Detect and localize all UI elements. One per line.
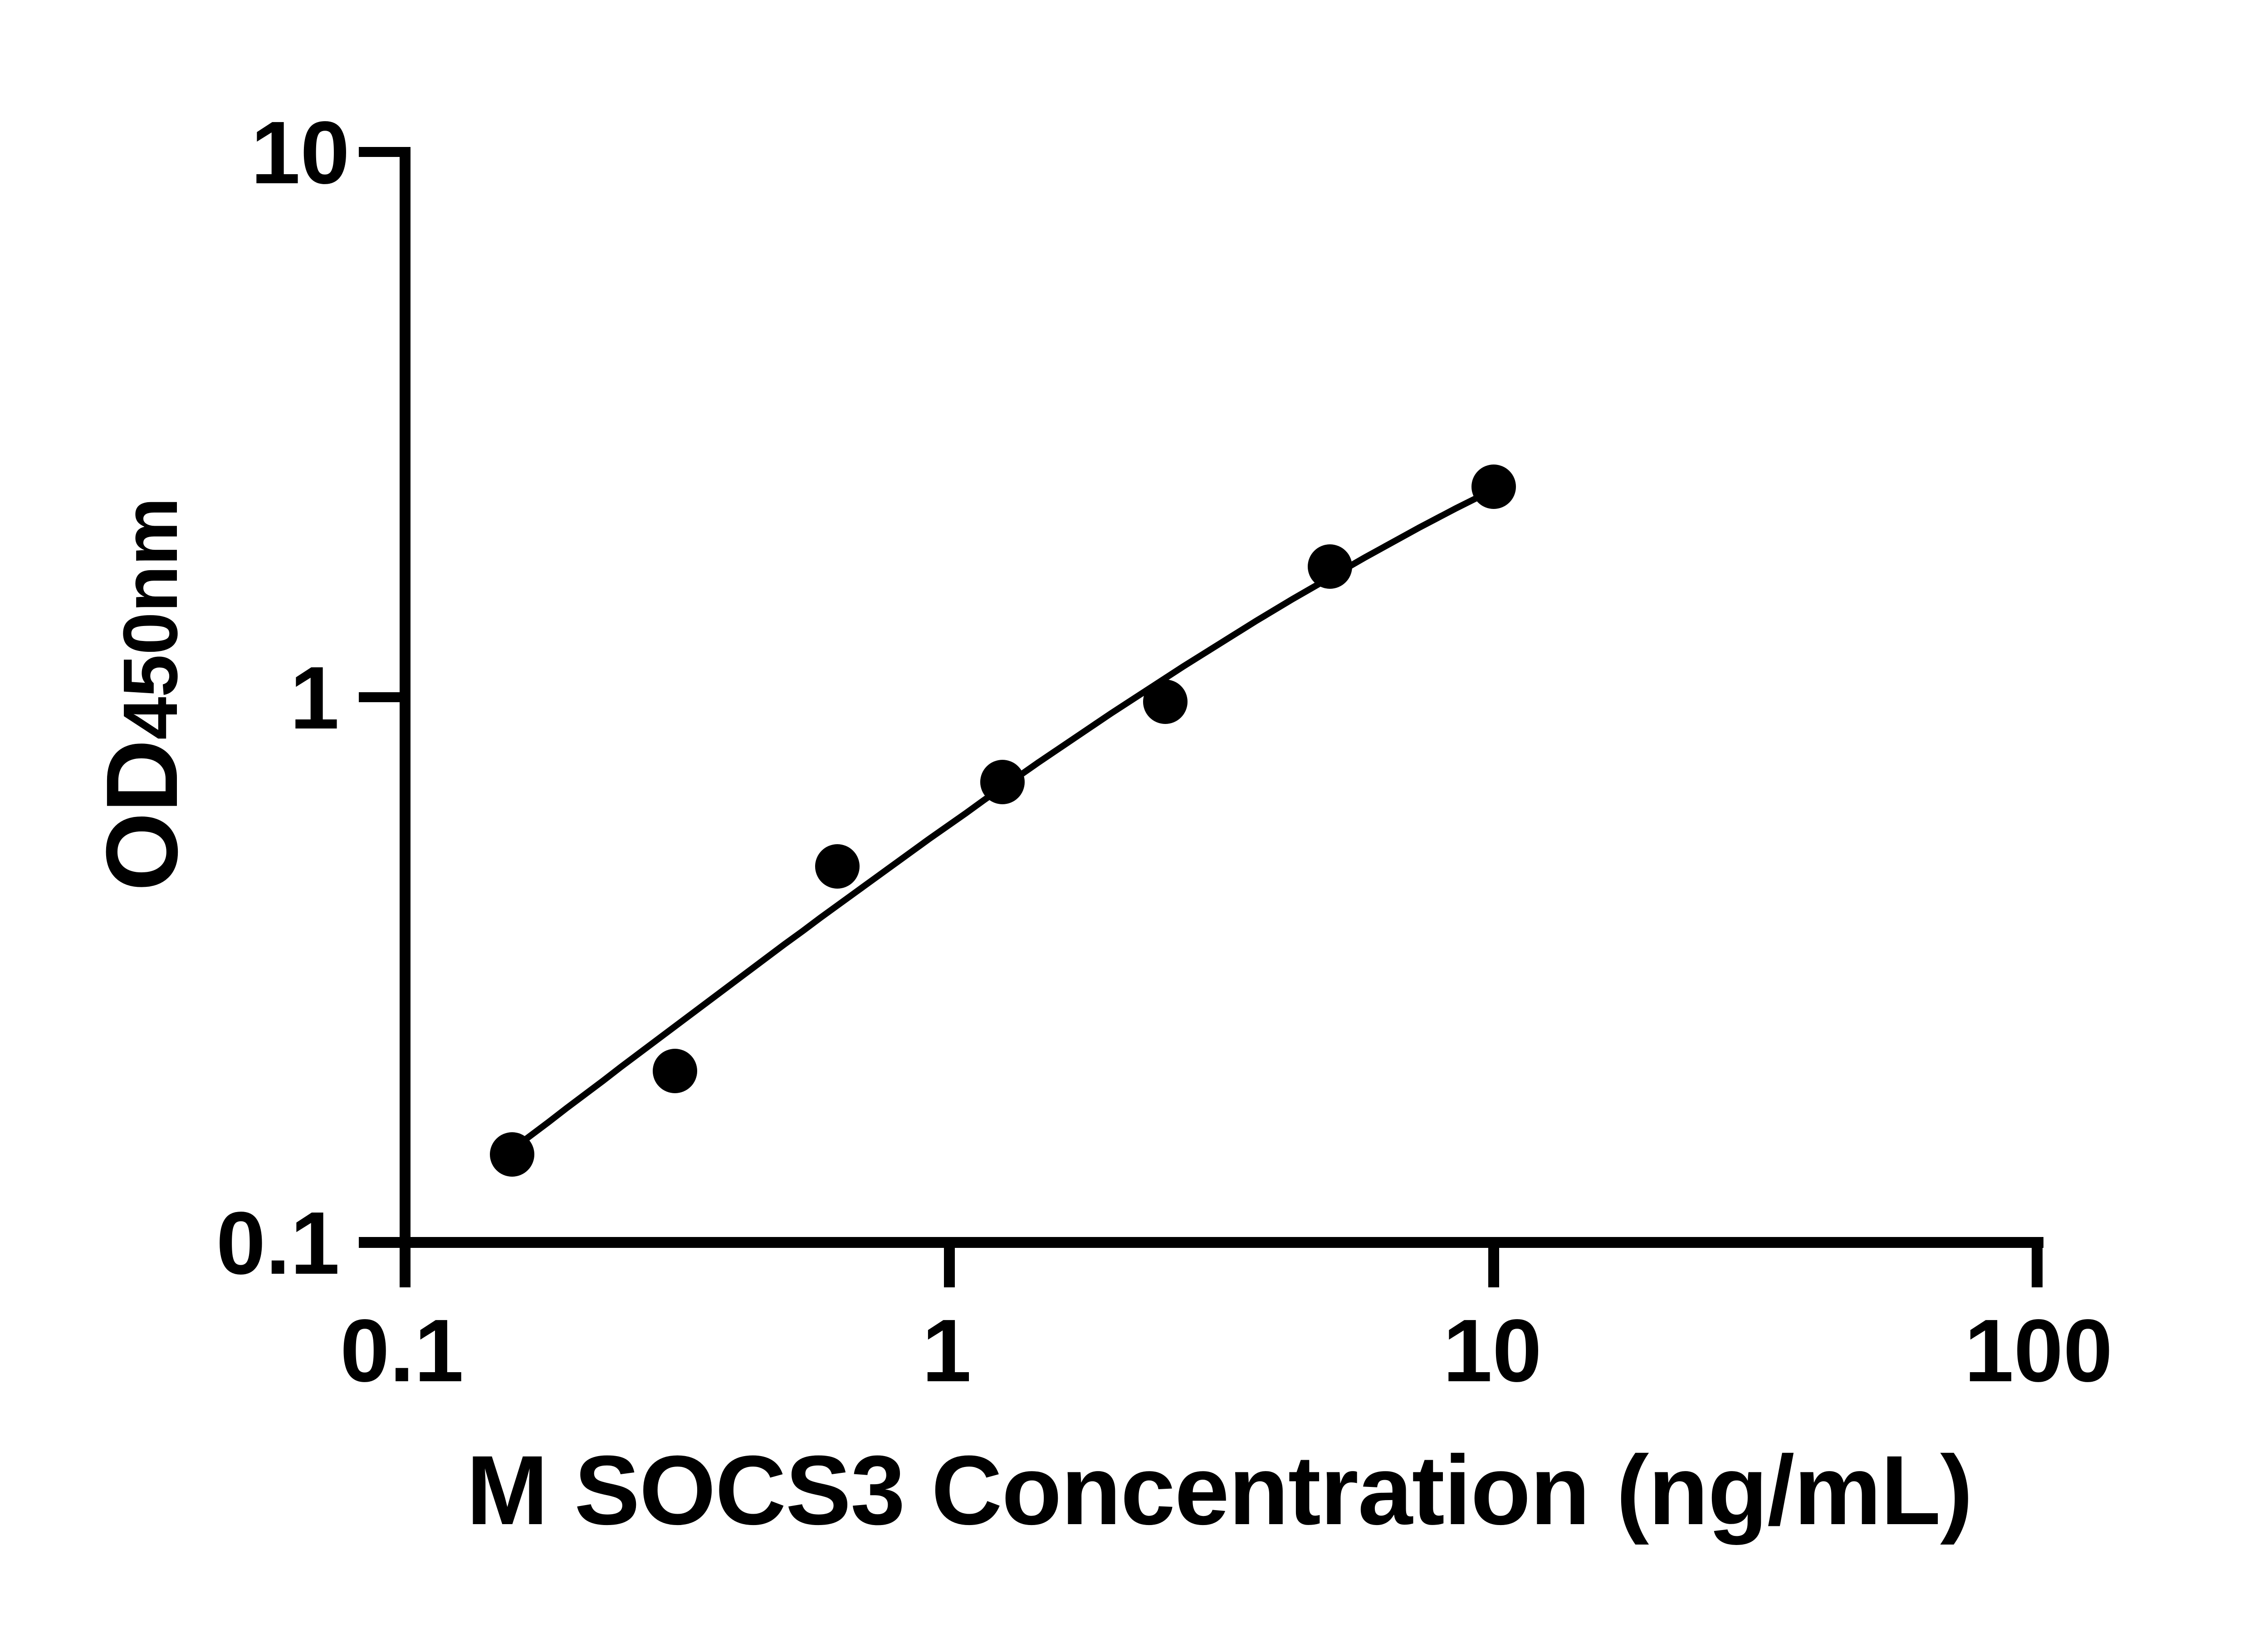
svg-text:0.1: 0.1 bbox=[340, 1301, 464, 1400]
svg-text:100: 100 bbox=[1964, 1301, 2112, 1400]
svg-text:M SOCS3 Concentration (ng/mL): M SOCS3 Concentration (ng/mL) bbox=[466, 1435, 1972, 1545]
svg-text:0.1: 0.1 bbox=[216, 1193, 340, 1293]
svg-text:10: 10 bbox=[1443, 1301, 1542, 1400]
svg-text:10: 10 bbox=[251, 103, 350, 202]
svg-text:1: 1 bbox=[290, 648, 339, 748]
svg-text:1: 1 bbox=[922, 1301, 971, 1400]
